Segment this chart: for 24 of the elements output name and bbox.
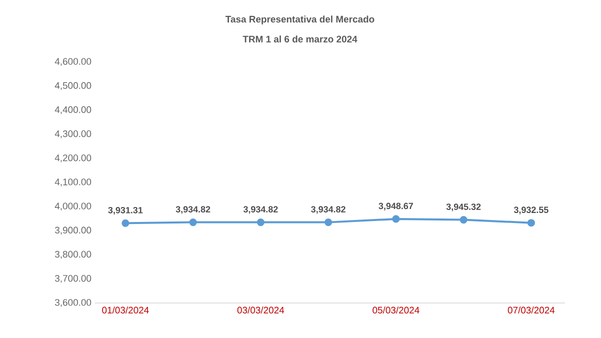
chart-subtitle: TRM 1 al 6 de marzo 2024	[242, 36, 358, 42]
y-tick-label: 3,700.00	[55, 274, 92, 283]
data-label: 3,934.82	[176, 206, 210, 214]
data-label: 3,931.31	[108, 206, 143, 215]
data-label: 3,945.32	[446, 204, 481, 212]
x-tick-label: 07/03/2024	[508, 306, 555, 314]
chart-title: Tasa Representativa del Mercado	[226, 16, 374, 24]
y-tick-label: 3,900.00	[55, 226, 92, 235]
data-label: 3,934.82	[243, 206, 278, 214]
y-tick-label: 4,400.00	[54, 106, 92, 114]
y-tick-label: 3,600.00	[55, 299, 92, 307]
data-label: 3,932.55	[514, 206, 548, 214]
y-tick-label: 4,500.00	[54, 82, 92, 90]
x-tick-label: 01/03/2024	[102, 306, 149, 314]
x-tick-label: 03/03/2024	[237, 306, 284, 314]
y-tick-label: 3,800.00	[55, 250, 92, 259]
y-tick-label: 4,300.00	[54, 130, 92, 138]
y-tick-label: 4,600.00	[54, 58, 92, 66]
data-label: 3,934.82	[311, 206, 346, 214]
data-label: 3,948.67	[378, 202, 413, 210]
x-tick-label: 05/03/2024	[372, 306, 420, 314]
y-tick-label: 4,100.00	[54, 178, 92, 186]
y-tick-label: 4,000.00	[54, 202, 92, 211]
y-tick-label: 4,200.00	[54, 154, 92, 162]
